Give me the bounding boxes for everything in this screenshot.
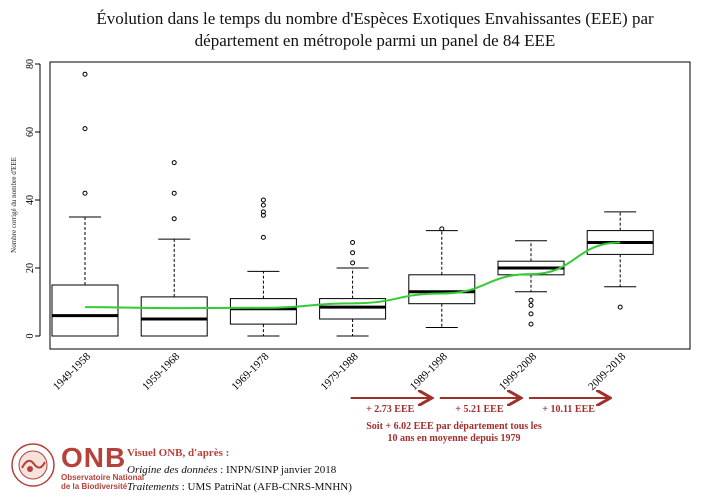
outlier-point bbox=[528, 302, 534, 308]
outlier-point bbox=[260, 202, 266, 208]
increase-label: + 5.21 EEE bbox=[455, 404, 504, 415]
footer-traitements: Traitements : UMS PatriNat (AFB-CNRS-MNH… bbox=[127, 480, 352, 494]
onb-logo-subtitle: Observatoire National de la Biodiversité bbox=[61, 473, 144, 491]
box-iqr bbox=[140, 296, 208, 337]
x-tick-label: 1959-1968 bbox=[140, 350, 183, 393]
summary-line-2: 10 ans en moyenne depuis 1979 bbox=[387, 433, 520, 444]
outlier-point bbox=[260, 212, 266, 218]
outlier-point bbox=[350, 240, 356, 245]
summary-line-1: Soit + 6.02 EEE par département tous les bbox=[366, 421, 542, 432]
plot-frame bbox=[49, 61, 691, 350]
outlier-point bbox=[528, 321, 534, 327]
outlier-point bbox=[439, 226, 445, 232]
x-tick-label: 1989-1998 bbox=[408, 350, 451, 393]
x-tick-label: 1979-1988 bbox=[319, 350, 362, 393]
outlier-point bbox=[260, 209, 266, 215]
onb-logo-emblem bbox=[11, 443, 55, 487]
chart-title-line-1: Évolution dans le temps du nombre d'Espè… bbox=[96, 9, 654, 28]
outlier-point bbox=[171, 160, 177, 166]
box-iqr bbox=[51, 284, 119, 337]
outlier-point bbox=[617, 304, 623, 310]
box-1969-1978 bbox=[229, 197, 297, 337]
y-tick-label: 80 bbox=[25, 59, 36, 69]
box-1989-1998 bbox=[408, 226, 476, 328]
increase-label: + 10.11 EEE bbox=[542, 404, 595, 415]
trend-line-group bbox=[84, 241, 621, 310]
onb-logo-subtitle-line-2: de la Biodiversité bbox=[61, 482, 128, 491]
box-2009-2018 bbox=[586, 211, 654, 310]
outlier-point bbox=[82, 126, 88, 132]
outlier-point bbox=[528, 311, 534, 317]
outlier-point bbox=[528, 297, 534, 303]
y-axis-label: Nombre corrigé du nombre d'EEE bbox=[10, 157, 18, 253]
y-tick-label: 0 bbox=[25, 334, 36, 339]
footer-visuel: Visuel ONB, d'après : bbox=[127, 447, 230, 459]
box-1949-1958 bbox=[51, 71, 119, 337]
onb-logo-subtitle-line-1: Observatoire National bbox=[61, 473, 145, 482]
outlier-point bbox=[82, 190, 88, 196]
outlier-point bbox=[82, 71, 88, 77]
x-tick-label: 1999-2008 bbox=[497, 350, 540, 393]
box-1979-1988 bbox=[319, 240, 387, 337]
x-tick-label: 2009-2018 bbox=[586, 350, 629, 393]
trend-line bbox=[84, 241, 621, 310]
outlier-point bbox=[350, 260, 356, 266]
footer-traitements-label: Traitements bbox=[127, 481, 179, 493]
y-axis: 0 20 40 60 80 bbox=[25, 59, 41, 339]
footer-traitements-value: : UMS PatriNat (AFB-CNRS-MNHN) bbox=[178, 481, 352, 493]
outlier-point bbox=[171, 216, 177, 222]
x-tick-label: 1949-1958 bbox=[51, 350, 94, 393]
y-tick-label: 20 bbox=[25, 263, 36, 273]
x-tick-label: 1969-1978 bbox=[229, 350, 272, 393]
y-tick-label: 60 bbox=[25, 127, 36, 137]
boxes bbox=[51, 71, 654, 337]
chart-title: Évolution dans le temps du nombre d'Espè… bbox=[60, 8, 690, 52]
x-axis-labels: 1949-1958 1959-1968 1969-1978 1979-1988 1989… bbox=[51, 350, 629, 393]
footer-origine-label: Origine des données bbox=[127, 464, 218, 476]
y-tick-label: 40 bbox=[25, 195, 36, 205]
box-1999-2008 bbox=[497, 240, 565, 327]
box-1959-1968 bbox=[140, 160, 208, 337]
onb-logo-word: ONB bbox=[61, 442, 127, 473]
outlier-point bbox=[171, 190, 177, 196]
box-iqr bbox=[229, 298, 297, 325]
outlier-point bbox=[260, 197, 266, 203]
box-iqr bbox=[408, 274, 476, 305]
footer-origine-value: : INPN/SINP janvier 2018 bbox=[217, 464, 337, 476]
outlier-point bbox=[350, 250, 356, 256]
increase-label: + 2.73 EEE bbox=[366, 404, 415, 415]
footer-origine: Origine des données : INPN/SINP janvier … bbox=[127, 463, 336, 477]
chart-title-line-2: département en métropole parmi un panel … bbox=[194, 31, 556, 50]
outlier-point bbox=[260, 234, 266, 240]
